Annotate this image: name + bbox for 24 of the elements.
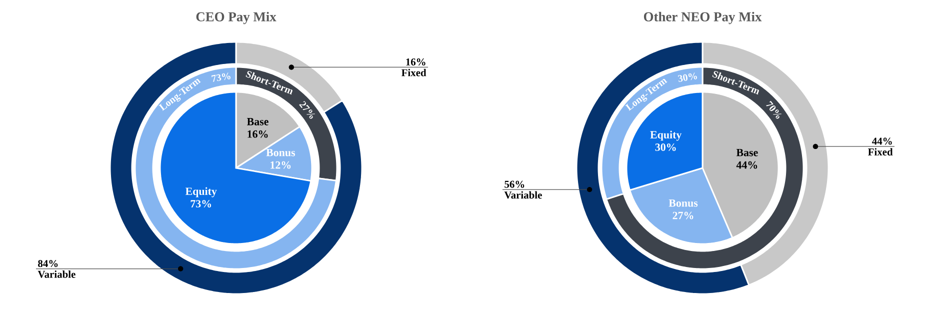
data-label: 44%	[736, 161, 758, 169]
slice-label: Variable	[38, 270, 76, 278]
chart-title: Other NEO Pay Mix	[644, 12, 762, 24]
data-label: 30%	[655, 144, 676, 151]
slice-label: Equity	[650, 130, 682, 141]
data-label: 30%	[678, 72, 697, 82]
data-label: 27%	[672, 212, 694, 220]
data-label: 16%	[248, 130, 268, 138]
slice-label: Fixed	[401, 68, 426, 76]
data-label: 73%	[190, 200, 212, 208]
data-label: 12%	[270, 161, 291, 169]
slice-label: Variable	[504, 191, 542, 199]
data-label: 44%	[872, 138, 892, 145]
slice-label: Base	[247, 118, 268, 126]
slice-label: Bonus	[668, 199, 698, 207]
chart-title: CEO Pay Mix	[196, 12, 276, 24]
data-label: 56%	[504, 180, 524, 188]
slice-label: Base	[736, 148, 758, 156]
slice-label: Equity	[185, 187, 217, 198]
slice-label: Fixed	[868, 148, 893, 156]
data-label: 16%	[406, 58, 426, 66]
data-label: 84%	[38, 260, 58, 268]
data-label: 73%	[211, 72, 230, 82]
slice-label: Bonus	[266, 148, 296, 156]
